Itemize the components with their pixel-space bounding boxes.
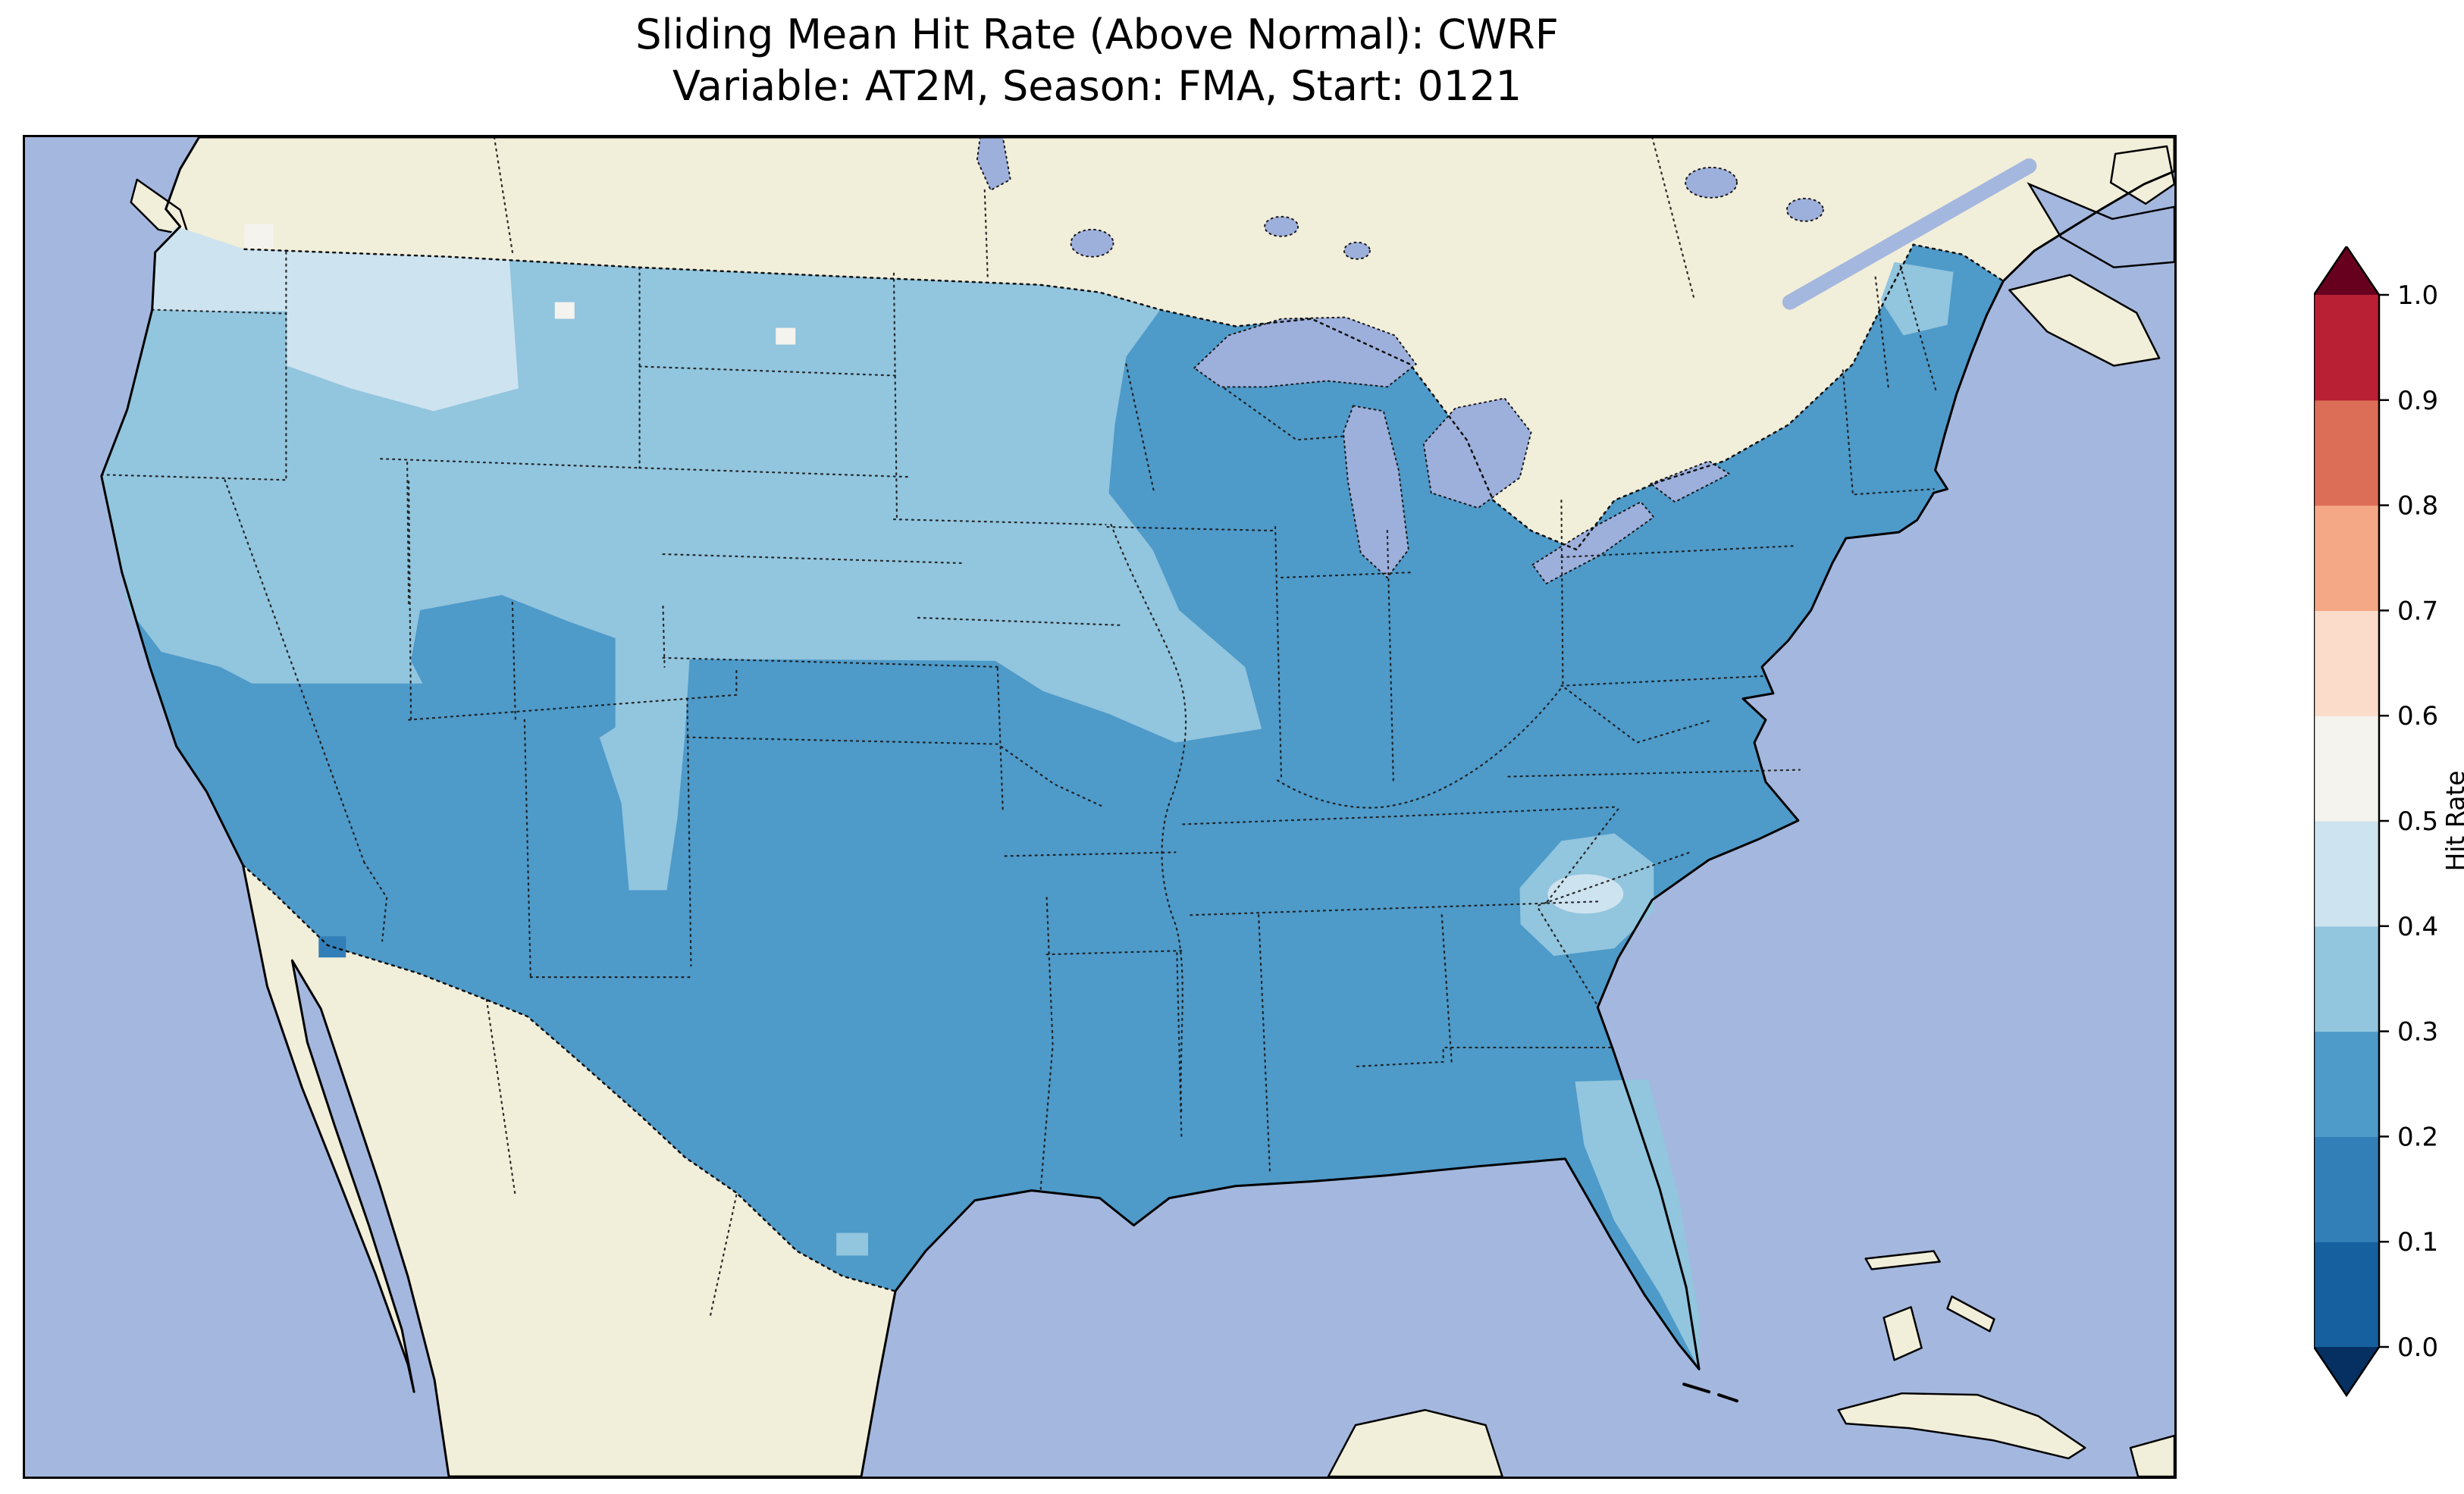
colorbar-bin <box>2314 1136 2379 1242</box>
colorbar-tick-label: 0.0 <box>2397 1333 2438 1363</box>
colorbar-tick-label: 0.9 <box>2397 386 2438 416</box>
map-canvas <box>23 135 2177 1479</box>
colorbar-tick-label: 0.2 <box>2397 1122 2438 1152</box>
colorbar-bin <box>2314 1031 2379 1137</box>
figure-title: Sliding Mean Hit Rate (Above Normal): CW… <box>339 9 1855 112</box>
lake-superior <box>1193 316 1418 388</box>
colorbar-bin <box>2314 610 2379 716</box>
grand-bahama-island <box>1864 1250 1941 1270</box>
lake-erie <box>1531 500 1655 585</box>
florida-keys-segment <box>1682 1383 1711 1394</box>
colorbar-extend-upper <box>2314 246 2379 295</box>
river-borders-mississippi <box>1110 524 1187 1114</box>
lake-of-the-woods <box>1070 228 1114 258</box>
us-mexico-border <box>242 864 897 1292</box>
colorbar-bin <box>2314 505 2379 611</box>
hit-rate-field <box>101 224 2004 1370</box>
state-borders-parallels <box>100 309 1935 1068</box>
quebec-lake <box>1685 166 1738 199</box>
lake-ontario <box>1649 460 1732 503</box>
st-lawrence-river <box>1782 158 2037 310</box>
region-south-texas-cells <box>836 1232 869 1256</box>
colorbar-bin <box>2314 926 2379 1032</box>
andros-island <box>1882 1306 1923 1361</box>
region-montana-high-patch-2 <box>776 327 796 345</box>
colorbar-tick-label: 1.0 <box>2397 280 2438 311</box>
yucatan-peninsula <box>1327 1408 1503 1477</box>
us-canada-border <box>243 243 2005 551</box>
islands <box>130 145 2174 1477</box>
florida-keys <box>1682 1383 1739 1403</box>
region-northern-maine-patch <box>1880 262 1954 336</box>
colorbar-tick-label: 0.1 <box>2397 1227 2438 1258</box>
colorbar-bin <box>2314 1242 2379 1348</box>
title-line-1: Sliding Mean Hit Rate (Above Normal): CW… <box>635 11 1559 58</box>
quebec-lake-2 <box>1785 197 1824 222</box>
newfoundland <box>2109 145 2174 205</box>
great-lakes <box>1193 316 1732 585</box>
cuba-island <box>1837 1392 2086 1460</box>
colorbar-extend-lower <box>2314 1347 2379 1395</box>
ontario-lake-small <box>1264 215 1299 237</box>
florida-keys-segment-2 <box>1717 1393 1739 1403</box>
admin-borders-canada-mexico <box>485 137 1695 1319</box>
colorbar-bin <box>2314 716 2379 822</box>
lake-michigan <box>1342 405 1409 579</box>
colorbar-tick-label: 0.8 <box>2397 491 2438 521</box>
region-florida-peninsula <box>1575 1079 1700 1370</box>
region-washington-high-patch <box>244 224 274 249</box>
lake-huron <box>1422 397 1532 509</box>
colorbar-tick-label: 0.6 <box>2397 701 2438 731</box>
region-montana-high-patch <box>554 302 575 319</box>
colorbar-tick-label: 0.5 <box>2397 807 2438 837</box>
lake-winnipeg <box>976 137 1011 192</box>
colorbar-bin <box>2314 821 2379 927</box>
hispaniola-island <box>2129 1434 2174 1477</box>
region-west-and-plains <box>101 249 1262 891</box>
colorbar-axis-label: Hit Rate <box>2440 770 2464 872</box>
colorbar-tick-label: 0.3 <box>2397 1017 2438 1048</box>
region-georgia-patch-core <box>1547 874 1624 914</box>
canadian-lakes <box>976 137 1824 260</box>
colorbar-tick-label: 0.4 <box>2397 912 2438 942</box>
eleuthera-island <box>1946 1295 1995 1333</box>
state-borders-meridians <box>224 251 1937 1190</box>
region-utah-colorado-pocket <box>411 594 616 758</box>
gulf-of-st-lawrence <box>2027 182 2174 268</box>
colorbar-bin <box>2314 399 2379 506</box>
title-line-2: Variable: AT2M, Season: FMA, Start: 0121 <box>672 62 1522 110</box>
colorbar: 0.0 0.1 0.2 0.3 0.4 0.5 0.6 0.7 0.8 0.9 1.0 <box>2314 246 2438 1398</box>
region-pacific-northwest <box>152 226 519 412</box>
nova-scotia <box>2008 274 2161 367</box>
colorbar-tick-label: 0.7 <box>2397 596 2438 626</box>
ontario-lake-small-2 <box>1343 241 1371 260</box>
colorbar-bin <box>2314 295 2379 401</box>
